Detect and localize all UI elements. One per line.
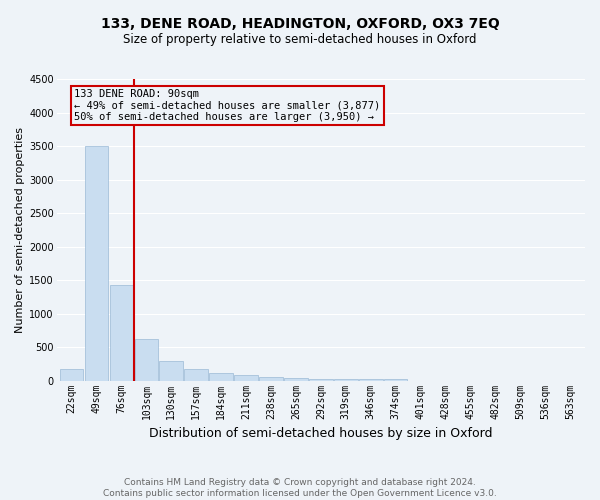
Bar [110, 285, 133, 380]
Bar [259, 377, 283, 380]
Bar [85, 146, 109, 380]
Bar [359, 378, 383, 380]
Bar [284, 378, 308, 380]
X-axis label: Distribution of semi-detached houses by size in Oxford: Distribution of semi-detached houses by … [149, 427, 493, 440]
Bar [384, 378, 407, 380]
Bar [134, 339, 158, 380]
Bar [60, 369, 83, 380]
Text: Size of property relative to semi-detached houses in Oxford: Size of property relative to semi-detach… [123, 32, 477, 46]
Bar [309, 378, 332, 380]
Bar [184, 369, 208, 380]
Text: 133 DENE ROAD: 90sqm
← 49% of semi-detached houses are smaller (3,877)
50% of se: 133 DENE ROAD: 90sqm ← 49% of semi-detac… [74, 89, 380, 122]
Bar [160, 361, 183, 380]
Text: Contains HM Land Registry data © Crown copyright and database right 2024.
Contai: Contains HM Land Registry data © Crown c… [103, 478, 497, 498]
Bar [234, 374, 258, 380]
Text: 133, DENE ROAD, HEADINGTON, OXFORD, OX3 7EQ: 133, DENE ROAD, HEADINGTON, OXFORD, OX3 … [101, 18, 499, 32]
Y-axis label: Number of semi-detached properties: Number of semi-detached properties [15, 127, 25, 333]
Bar [209, 373, 233, 380]
